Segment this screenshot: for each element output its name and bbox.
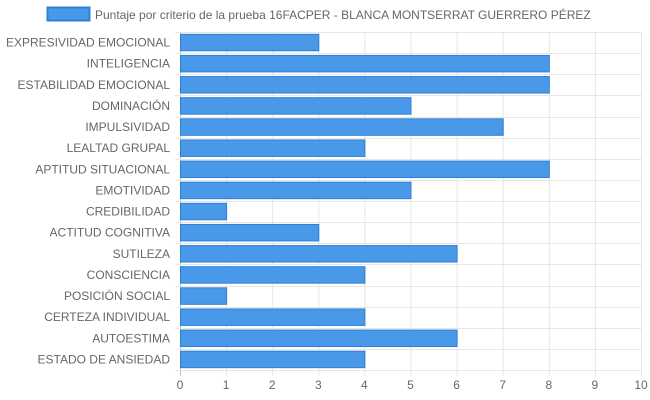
x-tick-label: 8 xyxy=(545,378,552,392)
bar[interactable] xyxy=(180,33,320,52)
category-label: ESTABILIDAD EMOCIONAL xyxy=(18,78,171,92)
category-label: IMPULSIVIDAD xyxy=(85,120,170,134)
x-tick-label: 2 xyxy=(269,378,276,392)
x-tick-label: 7 xyxy=(499,378,506,392)
legend-swatch[interactable] xyxy=(46,6,91,22)
bar[interactable] xyxy=(180,181,412,200)
x-axis-ticks: 0 1 2 3 4 5 6 7 8 9 10 xyxy=(177,378,648,392)
category-label: EMOTIVIDAD xyxy=(95,183,170,197)
category-label: LEALTAD GRUPAL xyxy=(67,141,171,155)
x-tick-label: 10 xyxy=(634,378,648,392)
x-tick-label: 4 xyxy=(361,378,368,392)
category-label: APTITUD SITUACIONAL xyxy=(35,162,170,176)
category-label: POSICIÓN SOCIAL xyxy=(64,288,170,303)
legend[interactable]: Puntaje por criterio de la prueba 16FACP… xyxy=(46,6,591,22)
category-label: DOMINACIÓN xyxy=(92,98,170,113)
bar[interactable] xyxy=(180,76,550,94)
category-label: ESTADO DE ANSIEDAD xyxy=(38,352,171,366)
category-label: INTELIGENCIA xyxy=(87,57,170,71)
bar[interactable] xyxy=(180,287,228,305)
bar[interactable] xyxy=(180,118,504,136)
bar[interactable] xyxy=(180,223,320,242)
category-label: SUTILEZA xyxy=(113,247,170,261)
category-label: EXPRESIVIDAD EMOCIONAL xyxy=(6,36,170,50)
category-label: CREDIBILIDAD xyxy=(86,205,170,219)
bar[interactable] xyxy=(180,97,412,115)
category-labels: EXPRESIVIDAD EMOCIONAL INTELIGENCIA ESTABI… xyxy=(6,36,170,367)
bar[interactable] xyxy=(180,308,366,326)
x-tick-label: 5 xyxy=(407,378,414,392)
bar[interactable] xyxy=(180,266,366,284)
bar[interactable] xyxy=(180,329,458,348)
bar[interactable] xyxy=(180,350,366,369)
bar[interactable] xyxy=(180,245,458,263)
bar[interactable] xyxy=(180,202,228,221)
x-tick-label: 6 xyxy=(453,378,460,392)
x-tick-label: 1 xyxy=(223,378,230,392)
x-tick-label: 9 xyxy=(592,378,599,392)
category-label: ACTITUD COGNITIVA xyxy=(50,226,170,240)
bar[interactable] xyxy=(180,160,550,179)
x-tick-label: 3 xyxy=(315,378,322,392)
category-label: AUTOESTIMA xyxy=(92,331,170,345)
category-label: CERTEZA INDIVIDUAL xyxy=(44,310,170,324)
x-tick-label: 0 xyxy=(177,378,184,392)
bars xyxy=(180,33,550,369)
legend-label[interactable]: Puntaje por criterio de la prueba 16FACP… xyxy=(95,7,591,22)
bar[interactable] xyxy=(180,54,550,73)
bar[interactable] xyxy=(180,139,366,157)
category-label: CONSCIENCIA xyxy=(87,268,170,282)
